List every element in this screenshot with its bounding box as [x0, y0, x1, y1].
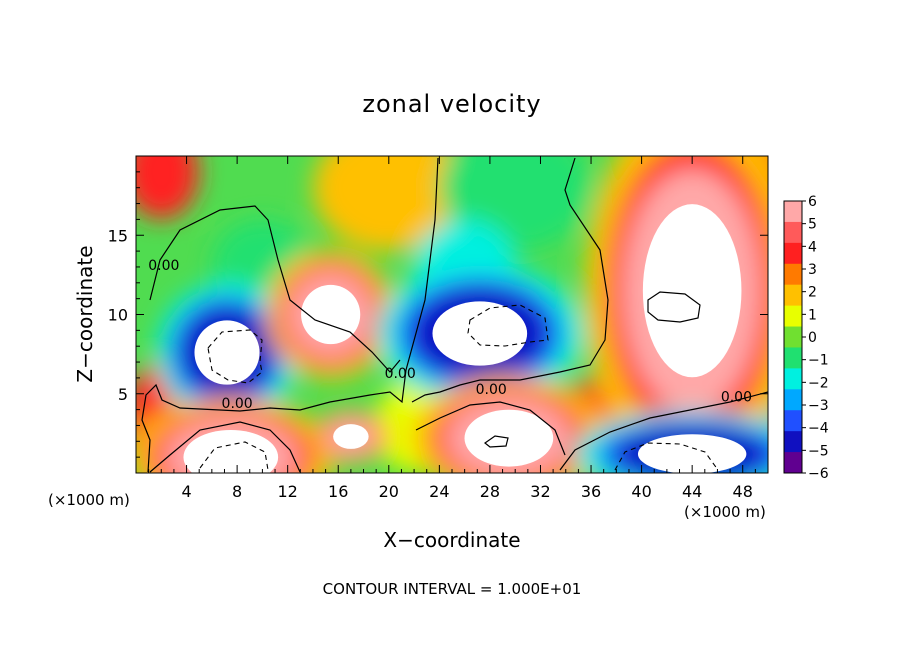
contour-label: 0.00 — [385, 366, 416, 382]
contour-zero-center-bottom — [415, 401, 566, 456]
colorbar-swatch — [784, 326, 802, 348]
colorbar-swatch — [784, 452, 802, 474]
x-tick-label: 36 — [581, 482, 601, 501]
x-tick-label: 12 — [278, 482, 298, 501]
x-tick-label: 8 — [232, 482, 242, 501]
contour-zero-right — [559, 391, 768, 471]
contour-zero-bottom — [149, 421, 301, 473]
x-tick-label: 20 — [379, 482, 399, 501]
contour-lines — [141, 157, 768, 473]
colorbar-swatch — [784, 284, 802, 307]
contour-label: 0.00 — [222, 396, 253, 412]
contour-zero-mid — [411, 157, 609, 403]
contour-labels: 0.00 0.00 0.00 0.00 0.00 — [148, 258, 752, 412]
colorbar-label: 6 — [808, 194, 817, 210]
contour-label: 0.00 — [476, 382, 507, 398]
positive-core — [333, 424, 369, 449]
colorbar-label: −4 — [808, 421, 829, 437]
contour-neg-left-core — [207, 329, 263, 384]
contour-zero-left — [141, 157, 439, 473]
colorbar-label: −5 — [808, 443, 829, 459]
contour-neg-bottom-left — [199, 441, 269, 471]
contour-zero-upper-left — [149, 205, 401, 373]
contour-positive-center — [483, 435, 509, 448]
x-axis-label: X−coordinate — [383, 528, 520, 552]
contour-positive-right — [647, 291, 701, 323]
colorbar-swatch — [784, 389, 802, 411]
colorbar-swatch — [784, 431, 802, 453]
contour-neg-center-core — [467, 304, 549, 347]
colorbar: 6 5 4 3 2 1 0 −1 −2 −3 −4 −5 −6 — [783, 194, 829, 482]
colorbar-label: 5 — [808, 217, 817, 233]
contour-label: 0.00 — [721, 390, 752, 406]
field-patch — [136, 156, 200, 220]
y-tick-label: 10 — [108, 306, 128, 325]
negative-core — [432, 301, 528, 366]
y-axis: 5 10 15 — [108, 171, 768, 458]
x-tick-label: 4 — [181, 482, 191, 501]
colorbar-label: −1 — [808, 353, 829, 369]
x-tick-label: 48 — [733, 482, 753, 501]
positive-core — [301, 284, 361, 345]
chart-title: zonal velocity — [362, 90, 541, 118]
contour-label: 0.00 — [148, 258, 179, 274]
x-axis: 4 8 12 16 20 24 28 32 36 40 44 48 — [148, 156, 756, 501]
negative-core — [637, 434, 747, 473]
colorbar-swatch — [784, 410, 802, 432]
positive-core — [642, 204, 742, 378]
y-tick-label: 5 — [118, 385, 128, 404]
x-tick-label: 16 — [328, 482, 348, 501]
colorbar-swatch — [784, 242, 802, 265]
colorbar-label: −3 — [808, 398, 829, 414]
colorbar-label: 3 — [808, 262, 817, 278]
plot-area: 0.00 0.00 0.00 0.00 0.00 — [136, 156, 768, 473]
colorbar-swatch — [784, 201, 802, 223]
y-axis-label: Z−coordinate — [73, 245, 97, 382]
positive-core — [183, 429, 279, 473]
field-patch — [312, 156, 465, 252]
colorbar-label: −6 — [808, 466, 829, 482]
y-tick-label: 15 — [108, 226, 128, 245]
colorbar-swatch — [784, 368, 802, 390]
x-tick-label: 32 — [530, 482, 550, 501]
contour-dashed — [199, 304, 719, 471]
colorbar-label: 1 — [808, 307, 817, 323]
colorbar-swatch — [784, 305, 802, 328]
velocity-cores — [183, 204, 747, 473]
x-tick-label: 40 — [631, 482, 651, 501]
x-tick-label: 24 — [429, 482, 449, 501]
colorbar-label: −2 — [808, 375, 829, 391]
negative-core — [194, 320, 260, 385]
colorbar-swatch — [784, 347, 802, 369]
positive-core — [464, 409, 554, 467]
x-tick-label: 44 — [682, 482, 702, 501]
colorbar-label: 4 — [808, 239, 817, 255]
x-unit-right: (×1000 m) — [684, 503, 766, 521]
colorbar-swatch — [784, 263, 802, 286]
x-tick-label: 28 — [480, 482, 500, 501]
x-unit-left: (×1000 m) — [48, 491, 130, 509]
contour-interval-footer: CONTOUR INTERVAL = 1.000E+01 — [323, 580, 582, 598]
colorbar-swatch — [784, 221, 802, 244]
colorbar-label: 0 — [808, 330, 817, 346]
colorbar-label: 2 — [808, 285, 817, 301]
